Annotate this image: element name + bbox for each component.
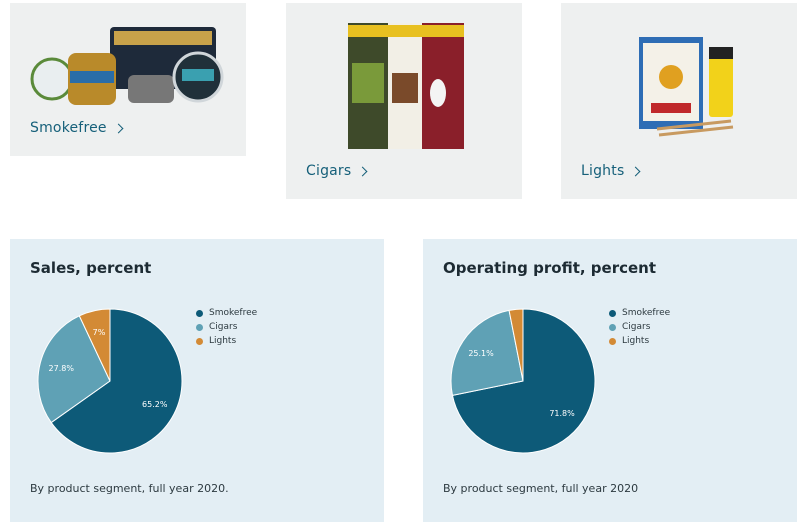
chart-footnote: By product segment, full year 2020 [443, 482, 639, 495]
pie-slice-smokefree[interactable] [451, 308, 596, 454]
product-card-cigars[interactable]: Cigars [286, 3, 522, 199]
product-card-lights[interactable]: Lights [561, 3, 797, 199]
lights-link[interactable]: Lights [581, 163, 641, 179]
chart-title: Sales, percent [30, 259, 152, 277]
smokefree-label: Smokefree [30, 120, 107, 136]
product-card-smokefree[interactable]: Smokefree [10, 3, 246, 156]
cigar-packs-image [348, 23, 464, 149]
sales-chart-panel: Sales, percent 65.2% 27.8% 7% Smokefree Ci… [10, 239, 384, 522]
chart-title: Operating profit, percent [443, 259, 657, 277]
cigars-label: Cigars [306, 163, 352, 179]
data-label-lights: 7% [93, 328, 106, 337]
operating-profit-pie-chart: 71.8% 25.1% [450, 308, 596, 454]
chart-legend: Smokefree Cigars Lights [609, 306, 670, 348]
legend-item-smokefree[interactable]: Smokefree [609, 306, 670, 320]
pie-slice-lights[interactable] [78, 308, 111, 382]
data-label-cigars: 27.8% [49, 364, 75, 373]
cigars-link[interactable]: Cigars [306, 163, 368, 179]
data-label-smokefree: 65.2% [142, 400, 168, 409]
pie-slice-lights[interactable] [508, 308, 524, 382]
sales-pie-chart: 65.2% 27.8% 7% [37, 308, 183, 454]
chevron-right-icon [357, 166, 368, 176]
data-label-cigars: 25.1% [468, 349, 494, 358]
chevron-right-icon [113, 123, 124, 133]
legend-item-lights[interactable]: Lights [609, 334, 670, 348]
legend-item-cigars[interactable]: Cigars [609, 320, 670, 334]
operating-profit-chart-panel: Operating profit, percent 71.8% 25.1% Smo… [423, 239, 797, 522]
chart-legend: Smokefree Cigars Lights [196, 306, 257, 348]
smokefree-link[interactable]: Smokefree [30, 120, 124, 136]
pie-slice-smokefree[interactable] [50, 308, 183, 454]
chart-footnote: By product segment, full year 2020. [30, 482, 229, 495]
legend-item-cigars[interactable]: Cigars [196, 320, 257, 334]
legend-item-lights[interactable]: Lights [196, 334, 257, 348]
data-label-smokefree: 71.8% [549, 409, 575, 418]
pie-slice-cigars[interactable] [37, 315, 111, 424]
smokefree-tins-image [30, 27, 224, 105]
lights-label: Lights [581, 163, 625, 179]
pie-slice-cigars[interactable] [450, 309, 524, 396]
chevron-right-icon [630, 166, 641, 176]
legend-item-smokefree[interactable]: Smokefree [196, 306, 257, 320]
matches-lighter-image [639, 37, 734, 137]
